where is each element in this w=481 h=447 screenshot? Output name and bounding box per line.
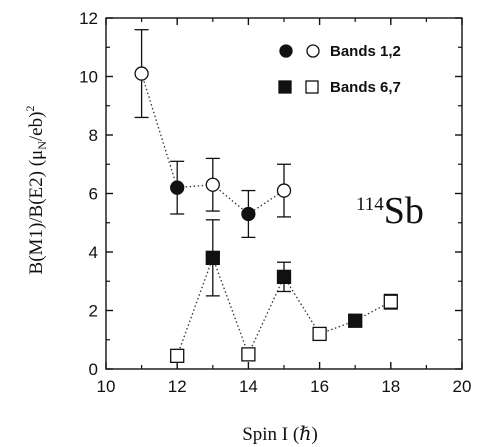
x-tick-label: 18 [381,377,400,396]
y-tick-label: 4 [89,243,98,262]
y-axis-title-exp: 2 [23,106,37,112]
nucleus-mass: 114 [356,194,384,215]
y-axis-title-main: B(M1)/B(E2) (μ [26,150,47,275]
open-circle-point [134,66,149,81]
open-square-point [312,326,327,342]
y-tick-label: 12 [79,9,98,28]
nucleus-label: 114Sb [356,190,424,232]
y-axis-title-sub: N [35,141,49,150]
y-tick-label: 10 [79,68,98,87]
open-square-point [383,294,398,309]
x-tick-label: 12 [168,377,187,396]
filled-square-point [276,269,292,285]
x-tick-label: 14 [239,377,258,396]
series-lines [140,73,392,357]
filled-square-point [205,250,220,266]
y-axis-title: B(M1)/B(E2) (μN/eb)2 [23,106,49,275]
legend-marker-filled-square [278,80,292,94]
filled-square-point [348,313,363,328]
data-points [134,66,398,363]
y-tick-label: 6 [89,185,98,204]
legend-marker-open-circle [306,44,320,58]
x-tick-label: 20 [453,377,472,396]
legend: Bands 1,2 Bands 6,7 [278,43,401,96]
y-tick-label: 2 [89,302,98,321]
open-circle-point [276,183,292,198]
x-axis-title: Spin I (ℏ) [242,424,318,445]
nucleus-element: Sb [384,190,424,232]
y-axis-title-unit: /eb) [26,112,47,142]
legend-marker-filled-circle [279,44,293,58]
x-tick-label: 10 [97,377,116,396]
y-tick-label: 8 [89,126,98,145]
open-square-point [170,348,185,363]
x-tick-label: 16 [310,377,329,396]
filled-circle-point [241,206,256,222]
legend-label-bands-6-7: Bands 6,7 [330,79,401,96]
filled-circle-point [170,180,185,195]
open-square-point [241,347,256,362]
y-tick-label: 0 [89,360,98,379]
legend-marker-open-square [305,80,319,94]
legend-label-bands-1-2: Bands 1,2 [330,43,401,60]
axis-ticks: 10 12 14 16 18 20 0 2 4 6 8 10 12 [79,9,471,396]
open-circle-point [205,177,220,192]
